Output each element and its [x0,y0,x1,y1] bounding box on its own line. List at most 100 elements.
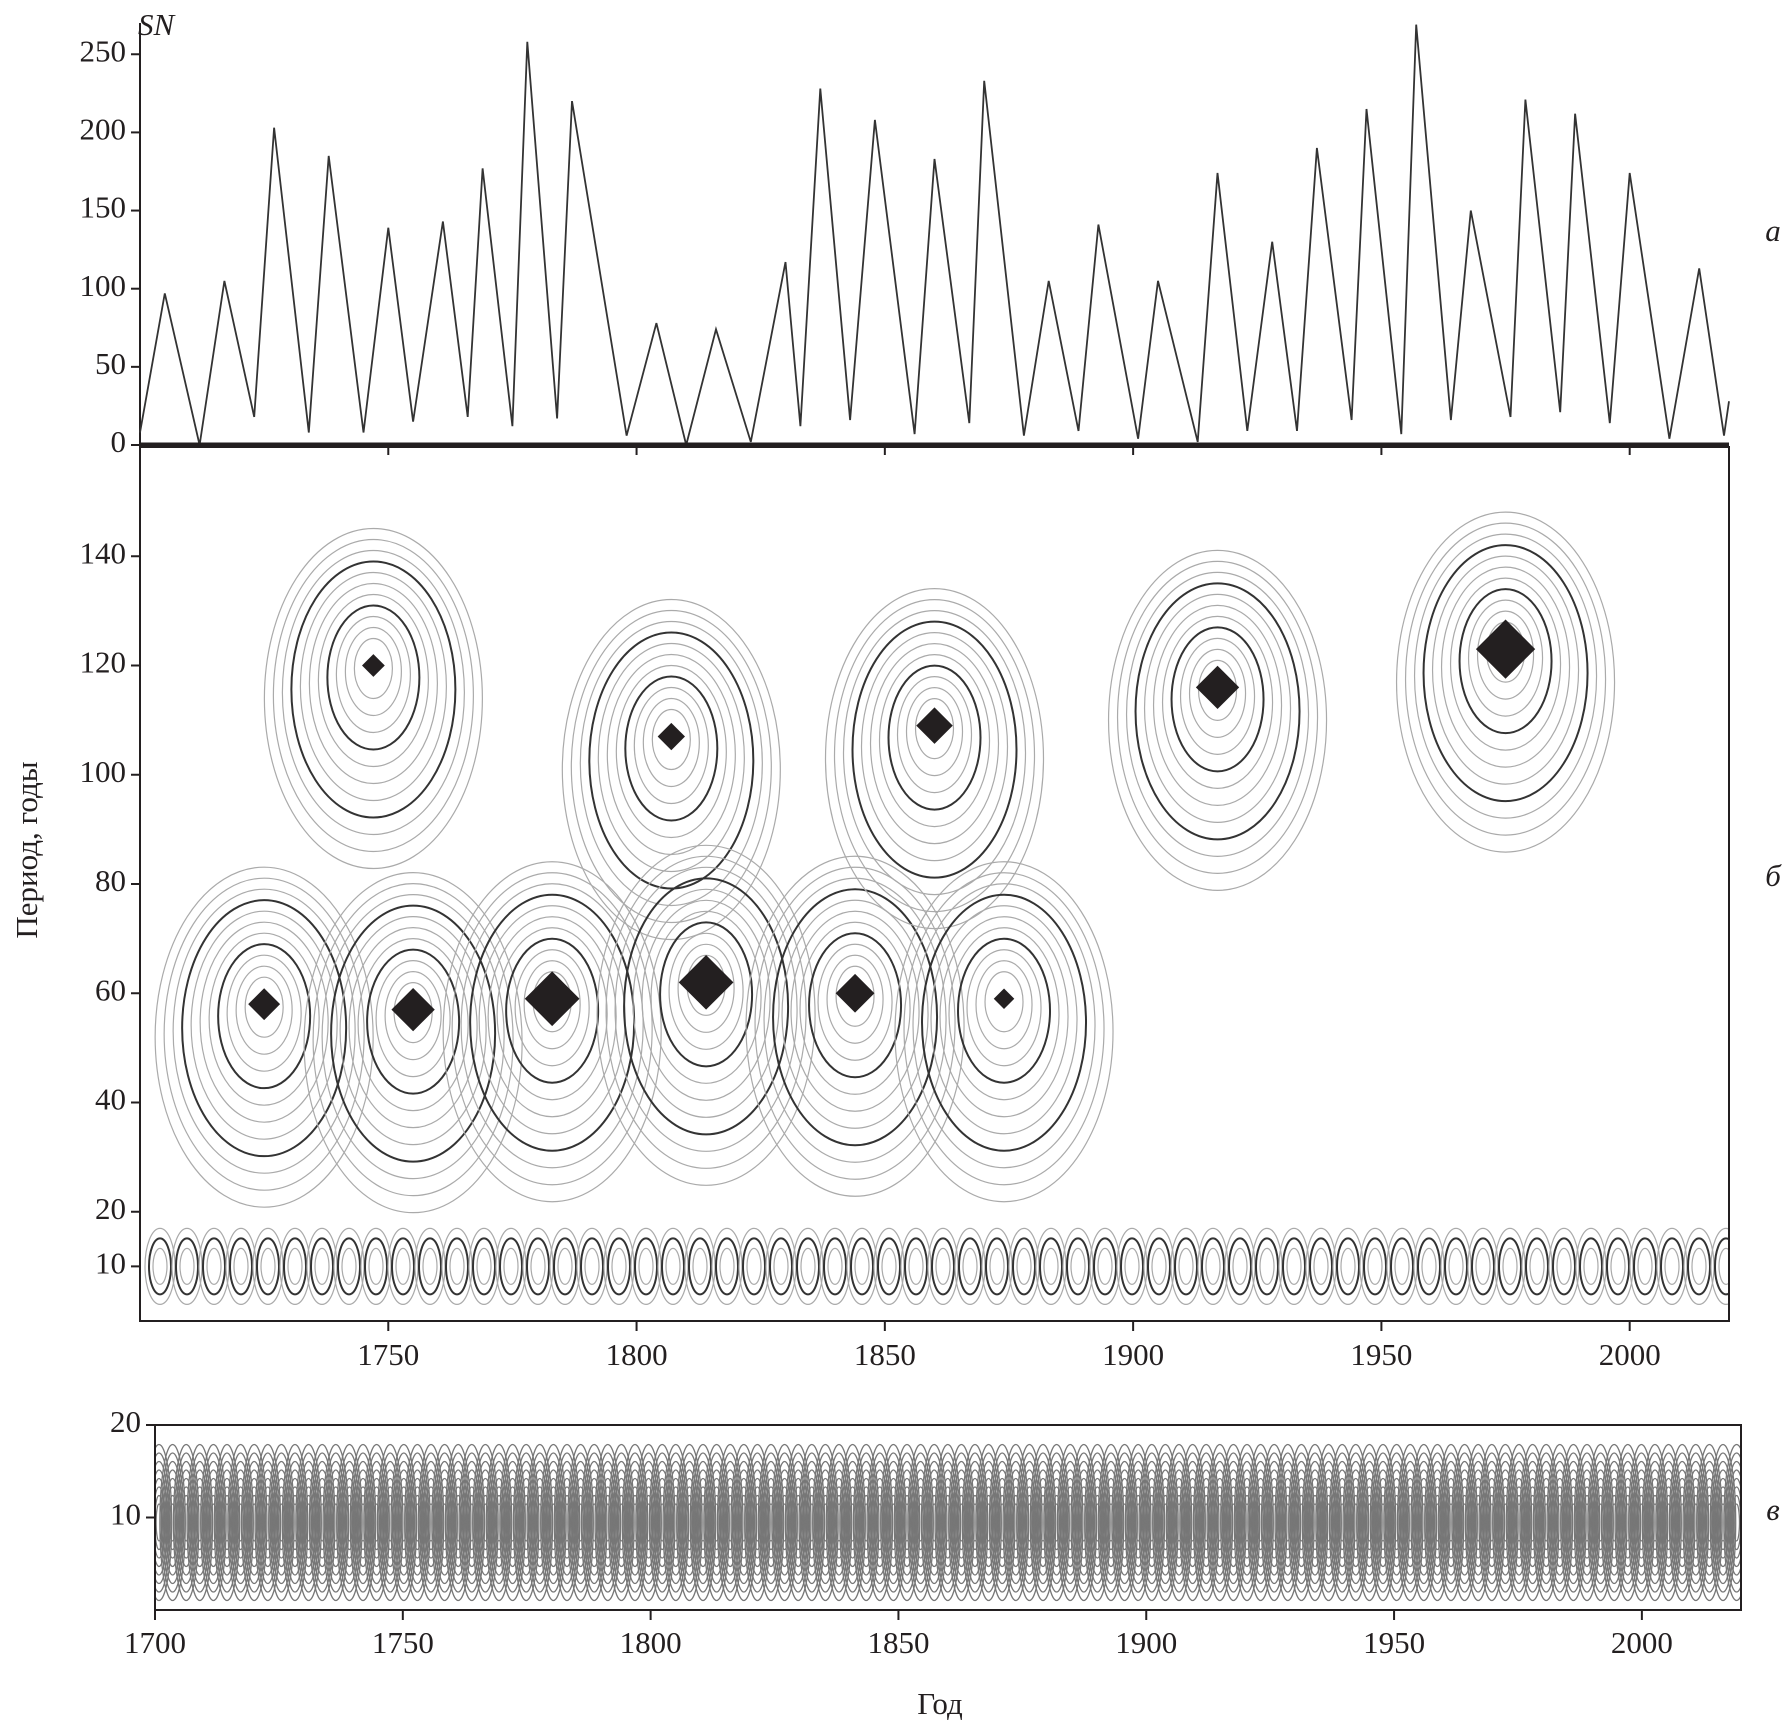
contour-line [208,932,320,1106]
contour-line [962,1247,978,1285]
contour-line [1395,511,1616,853]
contour-line [1726,1460,1741,1585]
contour-line [1336,1237,1360,1296]
contour-line [1288,1443,1315,1602]
contour-line [1664,1247,1680,1285]
plot-frame [154,1424,1742,1611]
contour-line [1151,1247,1167,1285]
contour-line [588,631,755,890]
contour-line [605,855,807,1169]
contour-line [1525,1237,1549,1296]
contour-line [912,883,1096,1169]
contour-line [1404,522,1607,836]
contour-line [1328,1443,1356,1602]
y-tick-label: 100 [80,268,127,303]
contour-line [395,1247,411,1285]
contour-line [1097,1443,1125,1602]
y-tick-label: 40 [95,1082,126,1117]
contour-line [1179,637,1256,755]
contour-line [445,1237,469,1296]
contour-line [393,982,433,1044]
contour-line [1733,1503,1741,1542]
contour-line [1138,1443,1166,1602]
diamond-marker [657,722,686,751]
contour-line [335,615,411,734]
contour-line [1660,1237,1684,1296]
y-axis-label: SN [138,7,177,42]
contour-line [570,609,772,924]
contour-line [1573,1443,1601,1602]
contour-line [1471,1237,1495,1296]
contour-line [800,1247,816,1285]
contour-line [557,1247,573,1285]
contour-line [852,1443,880,1602]
diamond-marker [361,654,385,677]
contour-line [839,1443,866,1602]
contour-line [984,971,1024,1033]
contour-line [676,1443,703,1602]
contour-line [757,1443,785,1602]
contour-line [773,1247,789,1285]
contour-line [877,1237,901,1296]
contour-line [460,883,644,1169]
contour-line [368,1247,384,1285]
x-tick-label: 2000 [1599,1337,1661,1372]
contour-line [824,587,1045,930]
contour-line [1016,1247,1032,1285]
contour-line [1029,1443,1057,1602]
contour-line [530,1247,546,1285]
x-tick-label: 1850 [867,1625,929,1660]
contour-line [1724,1452,1741,1593]
contour-line [487,916,617,1118]
contour-line [642,697,700,788]
contour-line [1309,1237,1333,1296]
panel-label: а [1765,213,1781,248]
panel-label: в [1766,1492,1779,1527]
contour-line [1682,1443,1710,1602]
x-tick-label: 2000 [1611,1625,1673,1660]
contour-line [444,1443,472,1602]
contour-line [745,855,965,1197]
contour-line [431,1443,458,1602]
contour-line [763,877,947,1163]
contour-line [458,1443,486,1602]
contour-line [624,675,719,822]
contour-line [907,1443,934,1602]
contour-line [1552,1237,1576,1296]
contour-line [1606,1237,1630,1296]
contour-line [1165,1443,1193,1602]
contour-line [226,954,302,1072]
contour-line [781,899,929,1129]
x-tick-label: 1750 [372,1625,434,1660]
contour-line [826,954,884,1044]
contour-line [163,877,365,1191]
contour-line [634,1237,658,1296]
contours [155,1443,1741,1602]
contour-line [1696,1443,1723,1602]
contour-line [336,1443,363,1602]
contour-line [817,943,893,1061]
contour-line [1070,1247,1086,1285]
contour-line [869,642,1000,845]
contour-line [920,1443,948,1602]
contour-line [1143,593,1292,823]
contour-line [1655,1443,1682,1602]
contour-line [384,971,442,1061]
contour-line [662,1443,690,1602]
contour-line [1255,1237,1279,1296]
contour-line [908,1247,924,1285]
y-tick-label: 10 [95,1245,126,1280]
contour-line [206,1247,222,1285]
contour-line [744,1443,771,1602]
contour-line [961,1443,989,1602]
contour-line [615,664,727,839]
contour-line [202,1237,226,1296]
contour-line [1315,1443,1342,1602]
contour-line [1124,1247,1140,1285]
contour-line [784,1443,812,1602]
contour-line [499,1237,523,1296]
contour-line [1421,1247,1437,1285]
contour-line [596,844,816,1186]
contour-line [1369,1443,1397,1602]
contour-line [1107,549,1328,891]
